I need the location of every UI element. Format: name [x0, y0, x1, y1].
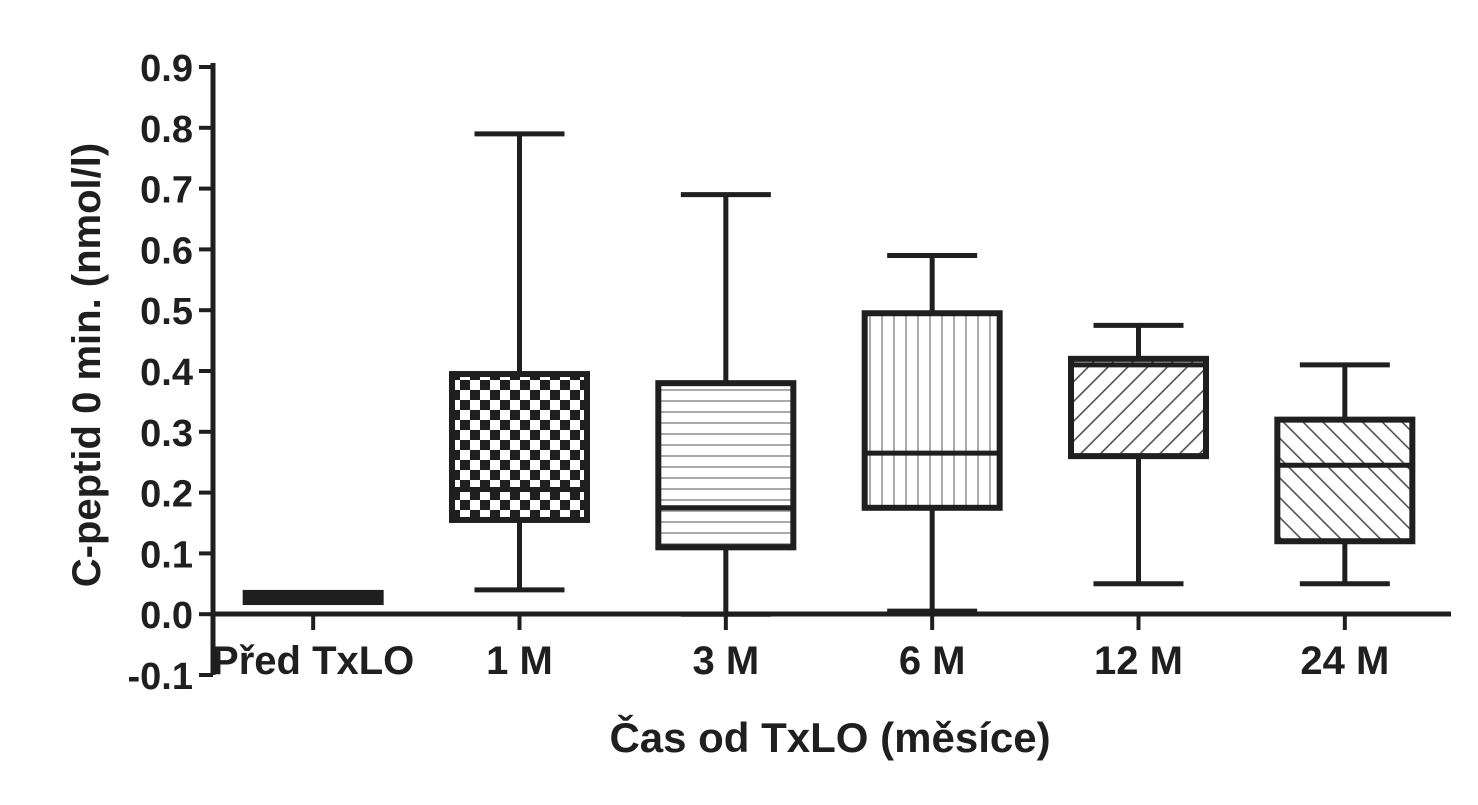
- y-tick-label: 0.3: [140, 413, 193, 455]
- y-tick-label: -0.1: [128, 656, 193, 698]
- x-tick-label: 1 M: [486, 639, 553, 683]
- y-tick-label: 0.8: [140, 109, 193, 151]
- box-body: [449, 371, 590, 523]
- box-group: [861, 252, 1003, 614]
- box-body: [1068, 355, 1209, 460]
- y-tick-label: 0.2: [140, 474, 193, 516]
- y-axis-label: C-peptid 0 min. (nmol/l): [65, 143, 109, 587]
- box-group: [449, 131, 590, 593]
- y-tick-label: 0.4: [140, 352, 193, 394]
- y-tick-label: 0.5: [140, 291, 193, 333]
- box-group: [1274, 362, 1416, 587]
- box-group: [1068, 322, 1209, 587]
- box-body: [861, 310, 1003, 511]
- box-body: [1274, 416, 1416, 545]
- box-group: [242, 589, 384, 606]
- y-tick-label: 0.9: [140, 48, 193, 90]
- y-tick-label: 0.6: [140, 230, 193, 272]
- x-tick-label: Před TxLO: [212, 639, 414, 683]
- x-ticks: Před TxLO 1 M 3 M 6 M 12 M 24 M: [212, 614, 1389, 683]
- x-axis-label: Čas od TxLO (měsíce): [609, 713, 1050, 761]
- y-tick-label: 0.7: [140, 170, 193, 212]
- y-tick-label: 0.1: [140, 534, 193, 576]
- x-tick-label: 24 M: [1300, 639, 1389, 683]
- x-tick-label: 12 M: [1094, 639, 1183, 683]
- y-tick-label: 0.0: [140, 595, 193, 637]
- y-ticks: 0.9 0.8 0.7 0.6 0.5 0.4 0.3 0.2 0.1 0.0 -0.1: [128, 48, 213, 698]
- x-tick-label: 3 M: [692, 639, 759, 683]
- axes: 0.9 0.8 0.7 0.6 0.5 0.4 0.3 0.2 0.1 0.0 -0.1 Před …: [128, 48, 1451, 698]
- boxes: [242, 131, 1416, 617]
- x-tick-label: 6 M: [899, 639, 966, 683]
- box-group: [655, 192, 797, 617]
- box-body: [655, 380, 797, 551]
